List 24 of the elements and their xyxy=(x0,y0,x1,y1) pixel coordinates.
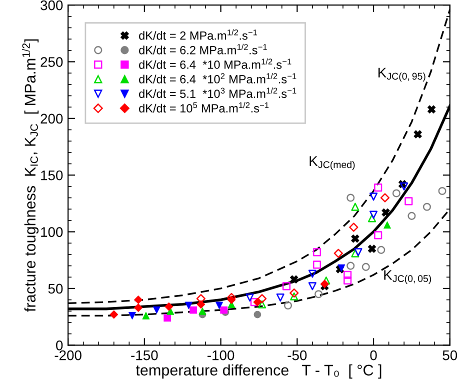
annotation: K$_{JC(med)}$ xyxy=(310,156,355,170)
x-tick-label: -100 xyxy=(208,350,234,360)
y-tick-label: 0 xyxy=(56,340,63,350)
x-tick-label: -50 xyxy=(288,350,307,360)
x-tick-label: 50 xyxy=(442,350,458,360)
y-tick-label: 300 xyxy=(40,0,63,10)
legend-label: dK/dt = 6.2 MPa.m$^{1/2}$.s$^{−1}$ xyxy=(139,44,267,54)
legend-label: dK/dt = 10$^{5}$ MPa.m$^{1/2}$.s$^{−1}$ xyxy=(139,102,269,113)
y-tick-label: 100 xyxy=(41,227,63,237)
x-tick-label: -200 xyxy=(54,350,82,360)
y-tick-label: 250 xyxy=(40,57,63,67)
y-tick-label: 150 xyxy=(41,170,63,180)
x-tick-label: -150 xyxy=(131,350,158,360)
legend-label: dK/dt = 6.4 *10$^{2}$ MPa.m$^{1/2}$.s$^{−1}$ xyxy=(139,72,296,84)
annotation: K$_{JC(0,05)}$ xyxy=(384,270,432,284)
y-tick-label: 50 xyxy=(48,284,63,294)
y-tick-label: 200 xyxy=(40,114,63,124)
annotation: K$_{JC(0,95)}$ xyxy=(378,68,426,82)
x-axis-title: temperature difference T - T₀ [ °C ] xyxy=(136,364,382,379)
y-axis-title: fracture toughness K$_{IC}$, K$_{JC}$ [ MPa.m$^{1/2}$] xyxy=(22,39,39,312)
x-tick-label: 0 xyxy=(370,350,377,360)
legend-label: dK/dt = 6.4 *10 MPa.m$^{1/2}$.s$^{−1}$ xyxy=(139,58,292,69)
legend-label: dK/dt = 5.1 *10$^{3}$ MPa.m$^{1/2}$.s$^{−1}$ xyxy=(139,87,296,98)
legend-label: dK/dt = 2 MPa.m$^{1/2}$.s$^{−1}$ xyxy=(139,29,258,40)
